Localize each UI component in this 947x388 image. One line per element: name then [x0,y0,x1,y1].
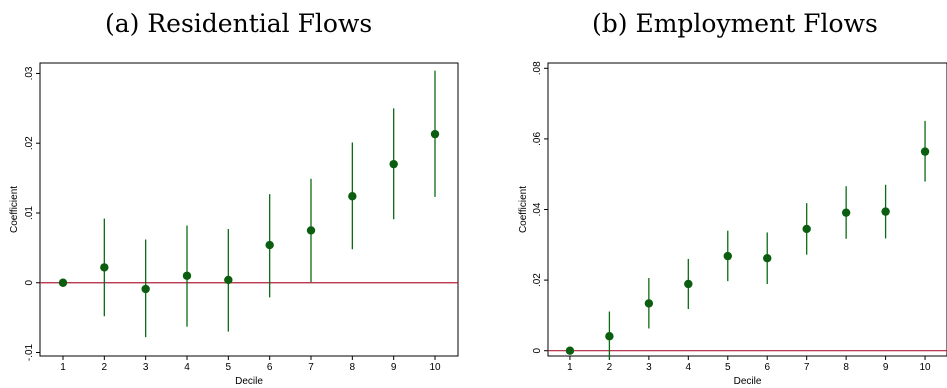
data-point [100,263,109,272]
x-tick-label: 5 [226,362,232,373]
y-tick-label: 0 [24,280,35,286]
x-tick-label: 10 [429,362,441,373]
x-tick-label: 2 [607,362,613,373]
x-tick-label: 3 [646,362,652,373]
x-tick-label: 4 [686,362,692,373]
data-point [265,240,274,250]
chart-employment-flows: 0 .02 .04 .06 .08 1 2 3 4 5 6 7 8 9 10 Decile Coefficien… [518,61,947,387]
x-tick-label: 8 [843,362,849,373]
data-point [565,346,575,355]
y-tick-label: .01 [24,206,35,220]
x-tick-label: 9 [883,362,889,373]
data-point [348,192,357,201]
data-point [605,332,614,341]
x-tick-label: 9 [391,362,397,373]
data-point [224,275,233,285]
data-point [802,224,811,234]
data-point [841,208,851,217]
data-point [306,226,316,235]
y-axis-title: Coefficient [518,186,529,233]
x-tick-label: 5 [725,362,731,373]
data-point [763,254,772,263]
y-tick-label: .02 [532,273,543,287]
data-point [430,129,440,139]
y-tick-label: .02 [24,136,35,150]
plot-frame [39,62,459,357]
y-tick-label: .03 [24,66,35,80]
x-tick-label: 2 [102,362,108,373]
x-tick-label: 6 [267,362,273,373]
data-point [389,159,398,169]
y-tick-label: -.01 [24,343,35,361]
x-axis-title: Decile [734,376,762,387]
x-tick-label: 7 [804,362,810,373]
x-tick-label: 1 [567,362,573,373]
data-point [723,251,732,261]
y-axis-title: Coefficient [9,186,20,233]
x-tick-label: 4 [184,362,190,373]
x-tick-label: 3 [143,362,149,373]
x-tick-label: 8 [350,362,356,373]
data-point [182,271,192,280]
panel-a-title: (a) Residential Flows [105,9,373,38]
data-point [644,299,654,308]
y-tick-label: .06 [532,132,543,146]
x-tick-label: 10 [919,362,931,373]
chart-residential-flows: -.01 0 .01 .02 .03 1 2 3 4 5 6 7 8 9 10 Decile Coefficie… [9,62,459,387]
x-tick-label: 6 [764,362,770,373]
x-axis-title: Decile [235,376,263,387]
y-tick-label: .08 [532,61,543,75]
data-point [920,147,930,156]
y-tick-label: 0 [532,347,543,353]
data-point [141,284,150,294]
panel-b-title: (b) Employment Flows [592,9,878,38]
data-point [58,278,68,287]
x-tick-label: 1 [60,362,66,373]
data-point [684,279,693,289]
x-tick-label: 7 [308,362,314,373]
y-tick-label: .04 [532,202,543,216]
data-point [881,207,890,216]
